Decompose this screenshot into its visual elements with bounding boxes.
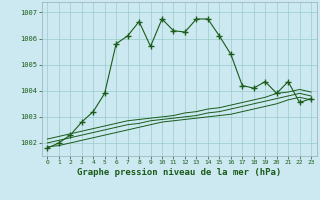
- X-axis label: Graphe pression niveau de la mer (hPa): Graphe pression niveau de la mer (hPa): [77, 168, 281, 177]
